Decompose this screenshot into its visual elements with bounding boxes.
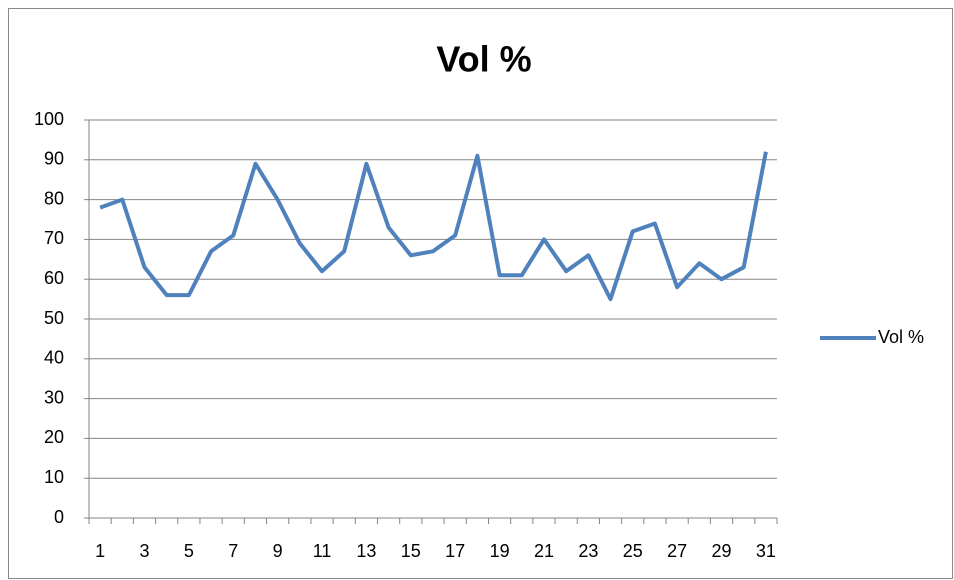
y-tick-label: 50 — [44, 308, 64, 328]
chart-frame — [8, 8, 953, 579]
x-tick-label: 7 — [228, 541, 238, 561]
y-tick-label: 30 — [44, 387, 64, 407]
x-tick-label: 15 — [401, 541, 421, 561]
x-tick-label: 21 — [534, 541, 554, 561]
y-tick-label: 70 — [44, 228, 64, 248]
x-tick-label: 13 — [356, 541, 376, 561]
x-tick-label: 1 — [95, 541, 105, 561]
x-tick-label: 17 — [445, 541, 465, 561]
x-tick-label: 31 — [756, 541, 776, 561]
x-tick-label: 9 — [273, 541, 283, 561]
x-tick-label: 5 — [184, 541, 194, 561]
x-tick-label: 27 — [667, 541, 687, 561]
x-tick-label: 3 — [139, 541, 149, 561]
y-tick-label: 90 — [44, 149, 64, 169]
data-line — [99, 151, 768, 302]
x-tick-label: 19 — [490, 541, 510, 561]
y-tick-label: 100 — [34, 109, 64, 129]
x-tick-label: 23 — [578, 541, 598, 561]
chart-title: Vol % — [436, 39, 531, 80]
y-tick-label: 10 — [44, 467, 64, 487]
y-tick-label: 60 — [44, 268, 64, 288]
legend-label: Vol % — [878, 327, 924, 347]
y-tick-label: 40 — [44, 348, 64, 368]
x-tick-label: 25 — [623, 541, 643, 561]
y-tick-label: 80 — [44, 188, 64, 208]
y-tick-label: 0 — [54, 507, 64, 527]
x-tick-label: 11 — [313, 541, 332, 561]
x-tick-label: 29 — [712, 541, 732, 561]
y-tick-label: 20 — [44, 427, 64, 447]
